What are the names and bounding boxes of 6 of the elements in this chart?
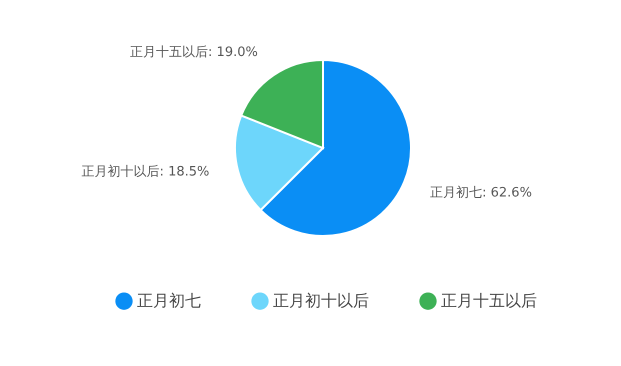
category-label: 正月初七: 62.6% — [430, 186, 532, 201]
category-label: 正月初十以后: 18.5% — [82, 164, 210, 180]
legend-label: 正月初七 — [137, 291, 201, 310]
legend-label: 正月十五以后 — [441, 291, 537, 310]
legend-label: 正月初十以后 — [273, 291, 369, 310]
category-label: 正月十五以后: 19.0% — [130, 45, 258, 60]
